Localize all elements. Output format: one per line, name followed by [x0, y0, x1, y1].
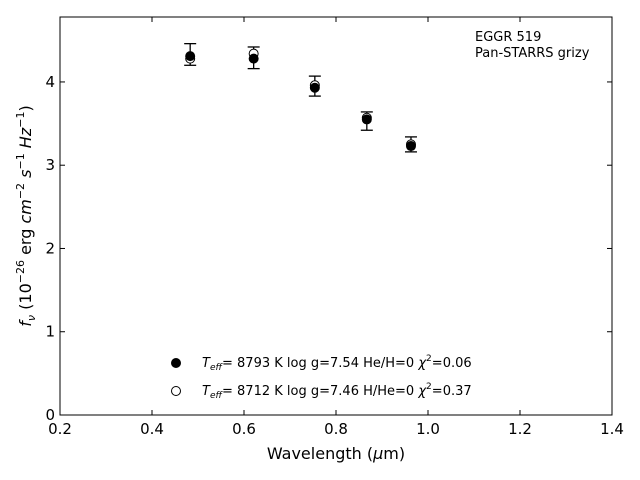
y-tick-label: 4	[45, 73, 55, 91]
legend: Teff= 8793 K log g=7.54 He/H=0 χ2=0.06 T…	[171, 354, 472, 401]
model-point-filled	[309, 82, 320, 93]
model-point-filled	[405, 141, 416, 152]
x-tick-label: 0.2	[48, 420, 72, 438]
legend-marker-open	[171, 386, 181, 396]
model-point-filled	[361, 114, 372, 125]
annotation-survey: Pan-STARRS grizy	[475, 46, 590, 61]
legend-entry-1: Teff= 8793 K log g=7.54 He/H=0 χ2=0.06	[202, 354, 472, 373]
y-tick-label: 2	[45, 239, 55, 257]
legend-entry-2: Teff= 8712 K log g=7.46 H/He=0 χ2=0.37	[202, 382, 472, 401]
y-axis-label: fν (10−26 erg cm−2 s−1 Hz−1)	[14, 105, 38, 326]
model-point-filled	[248, 53, 259, 64]
x-tick-label: 0.8	[324, 420, 348, 438]
model-point-filled	[185, 51, 196, 62]
x-tick-label: 0.4	[140, 420, 164, 438]
x-tick-label: 0.6	[232, 420, 256, 438]
x-tick-label: 1.0	[416, 420, 440, 438]
data-marks	[184, 42, 417, 153]
y-tick-label: 0	[45, 406, 55, 424]
y-tick-label: 3	[45, 156, 55, 174]
x-tick-label: 1.2	[508, 420, 532, 438]
legend-marker-filled	[171, 358, 181, 368]
annotation-object: EGGR 519	[475, 30, 541, 45]
y-tick-label: 1	[45, 323, 55, 341]
y-axis-ticks: 0 1 2 3 4	[45, 73, 612, 424]
x-axis-label: Wavelength (μm)	[267, 444, 405, 463]
x-tick-label: 1.4	[600, 420, 624, 438]
x-axis-ticks: 0.2 0.4 0.6 0.8 1.0 1.2 1.4	[48, 17, 624, 438]
